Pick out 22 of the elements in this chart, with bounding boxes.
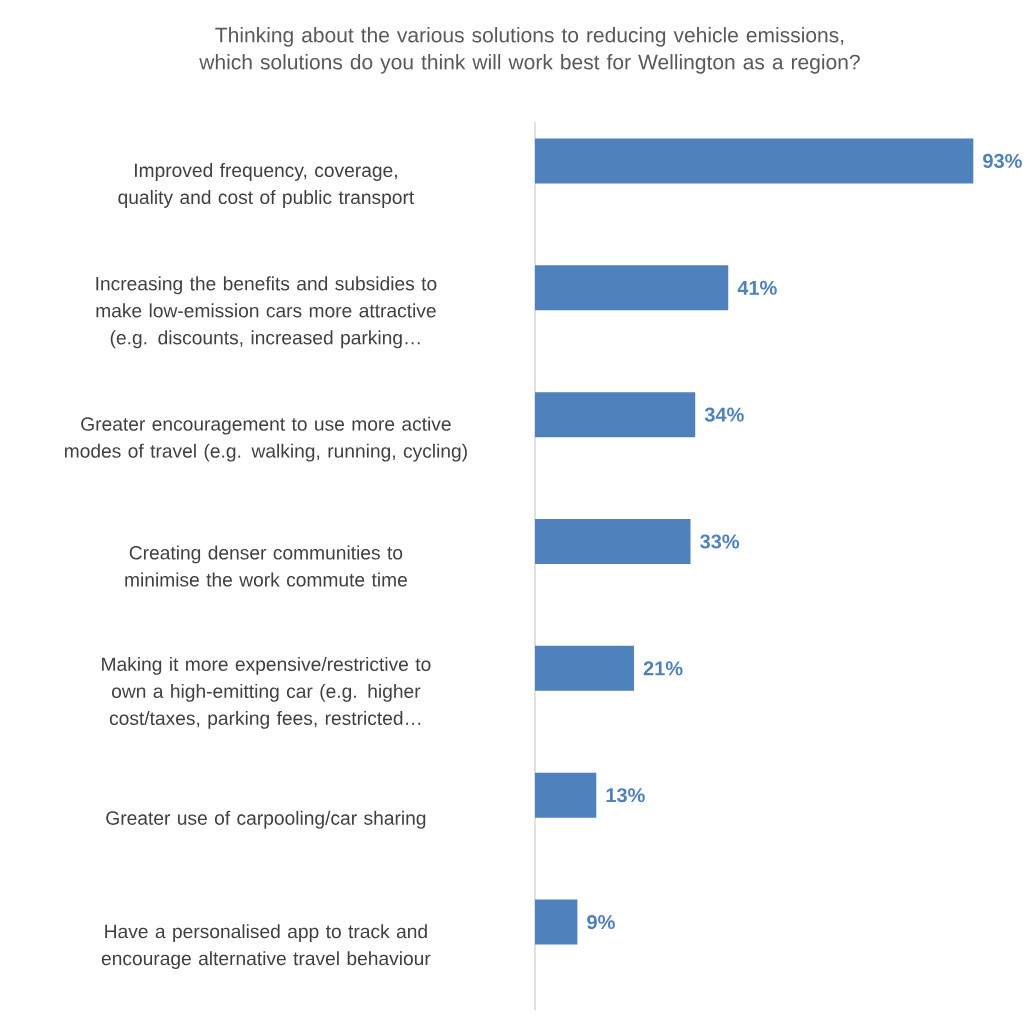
data-label: 9% — [587, 915, 615, 930]
data-label: 41% — [737, 280, 777, 295]
y-tick-label: Greater encouragement to use more active modes of travel (e.g. walking, running, cycling) — [64, 416, 467, 462]
data-label: 13% — [606, 788, 645, 803]
chart-title: Thinking about the various solutions to reducing vehicle emissions, which solutions do you think will work best for Wellington as a region? — [199, 27, 860, 74]
data-label: 34% — [704, 407, 744, 422]
bar — [534, 392, 696, 438]
bar — [534, 772, 597, 818]
bar — [534, 645, 634, 691]
y-tick-label: Making it more expensive/restrictive to own a high-emitting car (e.g. higher cost/taxes, parking fees, restricted… — [102, 656, 431, 729]
y-tick-label: Greater use of carpooling/car sharing — [106, 810, 426, 829]
bar — [534, 519, 691, 565]
data-label: 33% — [700, 534, 740, 549]
bar — [534, 138, 974, 184]
y-tick-label: Improved frequency, coverage, quality and cost of public transport — [118, 163, 415, 208]
y-tick-label: Increasing the benefits and subsidies to make low-emission cars more attractive (e.g. discounts, increased parking… — [96, 276, 437, 349]
bar — [534, 899, 578, 945]
data-label: 21% — [643, 661, 683, 676]
bar — [534, 265, 729, 311]
y-tick-label: Have a personalised app to track and encourage alternative travel behaviour — [101, 924, 431, 970]
y-tick-label: Creating denser communities to minimise the work commute time — [125, 545, 407, 587]
data-label: 93% — [983, 153, 1022, 169]
